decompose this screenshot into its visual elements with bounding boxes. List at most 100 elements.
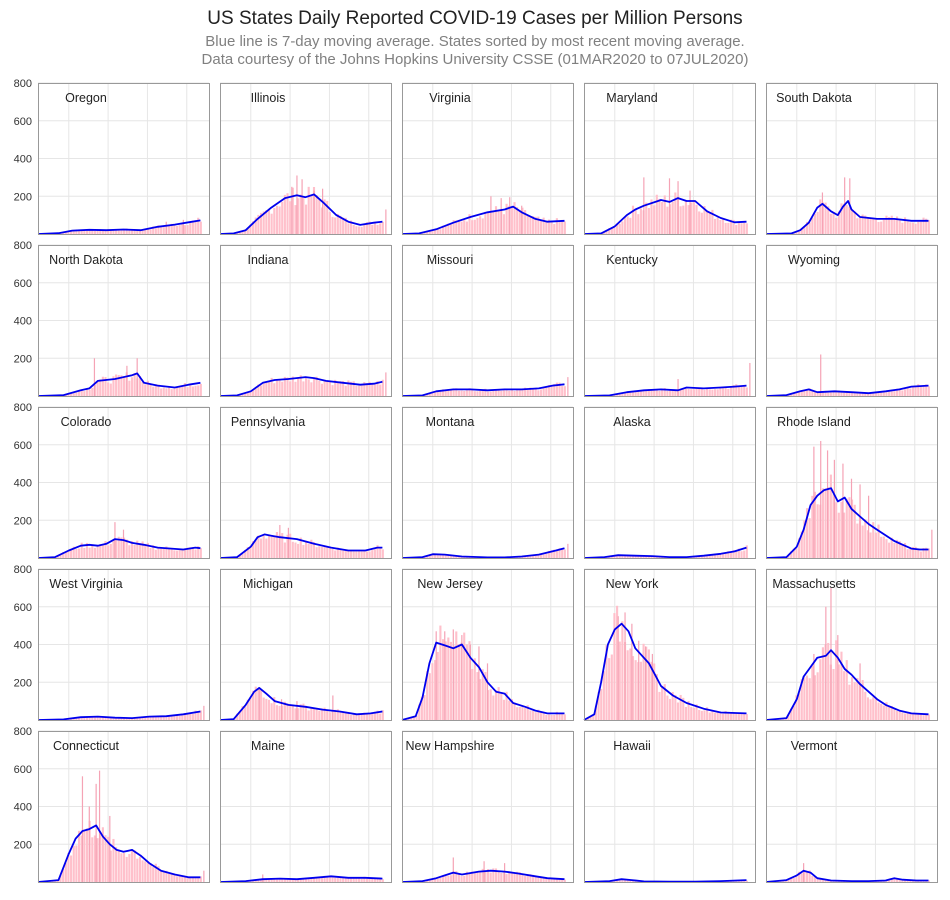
daily-bar — [898, 541, 901, 558]
daily-bar — [914, 880, 917, 882]
daily-bar — [175, 876, 179, 882]
daily-bar — [563, 714, 566, 720]
daily-bar — [917, 384, 920, 396]
daily-bar — [898, 388, 901, 396]
daily-spike — [296, 701, 298, 720]
daily-bar — [647, 649, 650, 720]
daily-bar — [96, 381, 99, 396]
panel-new-york: New York — [583, 568, 756, 721]
daily-bar — [647, 389, 650, 396]
daily-bar — [745, 387, 748, 396]
daily-bar — [497, 389, 500, 396]
daily-bar — [545, 386, 548, 396]
daily-spike — [296, 175, 298, 234]
daily-bar — [436, 228, 439, 234]
daily-bar — [724, 552, 727, 558]
daily-bar — [149, 863, 152, 882]
daily-bar — [840, 501, 843, 558]
daily-bar — [265, 698, 268, 720]
daily-bar — [558, 220, 561, 234]
daily-bar — [186, 387, 189, 396]
daily-bar — [93, 835, 96, 882]
daily-bar — [639, 661, 642, 720]
daily-bar — [312, 877, 316, 882]
daily-bar — [716, 389, 719, 396]
daily-bar — [138, 543, 141, 558]
daily-bar — [238, 554, 241, 558]
daily-bar — [561, 879, 564, 882]
daily-bar — [545, 877, 548, 882]
panel-label: Indiana — [247, 253, 288, 267]
daily-bar — [655, 674, 658, 720]
daily-bar — [600, 689, 603, 720]
daily-bar — [194, 710, 197, 720]
moving-average-line — [583, 384, 747, 397]
daily-bar — [77, 830, 81, 882]
daily-bar — [850, 391, 854, 396]
daily-bar — [679, 389, 682, 396]
daily-bar — [344, 877, 347, 882]
daily-bar — [821, 391, 824, 396]
daily-bar — [96, 229, 99, 234]
daily-bar — [183, 383, 187, 396]
daily-bar — [890, 537, 893, 558]
daily-bar — [160, 715, 163, 720]
daily-bar — [189, 713, 192, 720]
daily-bar — [808, 388, 811, 396]
daily-bar — [463, 875, 466, 882]
daily-bar — [682, 389, 685, 396]
daily-bar — [792, 548, 795, 558]
daily-spike — [749, 362, 751, 396]
daily-bar — [80, 229, 83, 234]
daily-bar — [59, 875, 62, 882]
daily-bar — [882, 705, 885, 720]
daily-bar — [289, 878, 292, 882]
chart-subtitle-line-1: Blue line is 7-day moving average. State… — [205, 33, 745, 50]
daily-spike — [837, 635, 839, 720]
daily-bar — [307, 543, 310, 558]
daily-bar — [803, 677, 806, 720]
daily-bar — [798, 538, 801, 558]
daily-bar — [803, 520, 806, 558]
daily-bar — [914, 546, 917, 558]
daily-bar — [455, 871, 458, 882]
daily-bar — [626, 879, 629, 882]
daily-bar — [890, 215, 893, 234]
daily-bar — [238, 711, 241, 720]
daily-bar — [740, 385, 743, 396]
daily-bar — [294, 542, 297, 558]
daily-bar — [267, 381, 271, 396]
daily-spike — [301, 179, 303, 234]
daily-spike — [820, 440, 822, 558]
daily-bar — [141, 541, 144, 558]
daily-bar — [368, 713, 371, 720]
daily-bar — [173, 716, 176, 720]
daily-bar — [99, 229, 102, 234]
daily-spike — [868, 495, 870, 558]
daily-bar — [642, 389, 645, 396]
daily-bar — [455, 556, 458, 558]
daily-bar — [608, 658, 611, 720]
daily-bar — [67, 230, 70, 234]
daily-bar — [816, 878, 819, 882]
daily-spike — [500, 198, 502, 234]
daily-bar — [896, 216, 899, 234]
daily-bar — [70, 393, 73, 396]
daily-bar — [471, 669, 474, 720]
daily-bar — [154, 549, 157, 558]
daily-bar — [291, 705, 294, 720]
daily-bar — [173, 874, 176, 882]
daily-bar — [342, 712, 345, 720]
daily-bar — [157, 225, 160, 234]
daily-bar — [631, 555, 635, 558]
daily-bar — [312, 542, 316, 558]
daily-bar — [563, 549, 566, 558]
daily-bar — [199, 710, 202, 720]
daily-bar — [122, 718, 126, 720]
daily-bar — [175, 550, 179, 558]
daily-bar — [371, 224, 374, 234]
daily-bar — [858, 393, 862, 396]
moving-average-line — [583, 622, 747, 721]
daily-bar — [909, 880, 912, 882]
